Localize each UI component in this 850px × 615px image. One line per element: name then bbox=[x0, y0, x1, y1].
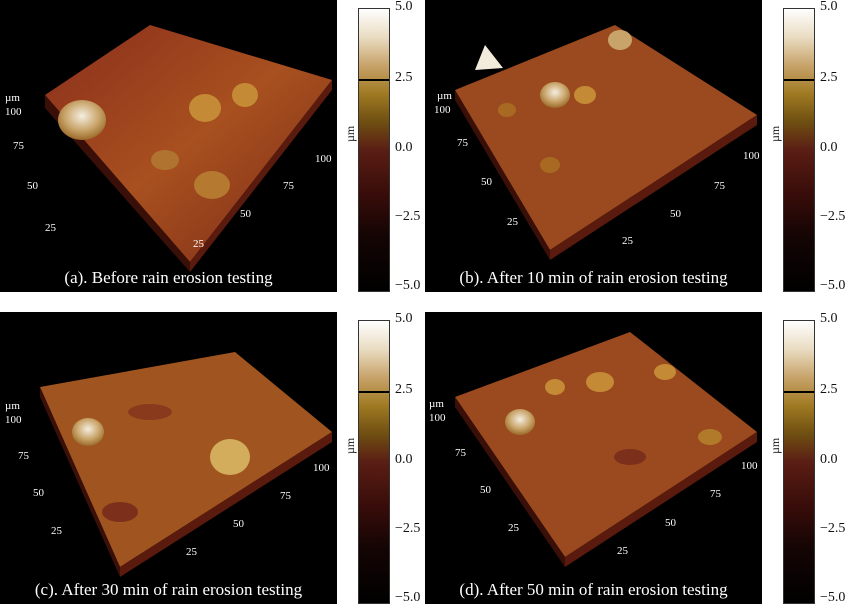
cbar-tick-5-c: 5.0 bbox=[395, 311, 413, 326]
surface-plot-c: µm 100 75 50 25 25 50 75 100 (c). After … bbox=[0, 312, 337, 604]
surface-d bbox=[455, 332, 757, 567]
x-tick-50-b: 50 bbox=[670, 208, 681, 220]
cbar-tick-5: 5.0 bbox=[395, 0, 413, 14]
surface-plot-a: µm 100 75 50 25 25 50 75 100 (a). Before… bbox=[0, 0, 337, 292]
x-tick-75: 75 bbox=[283, 180, 294, 192]
cbar-tick-0: 0.0 bbox=[395, 140, 413, 155]
surface-plot-b: µm 100 75 50 25 25 50 75 100 (b). After … bbox=[425, 0, 762, 292]
x-tick-100-d: 100 bbox=[741, 460, 758, 472]
x-tick-100: 100 bbox=[315, 153, 332, 165]
x-tick-25-d: 25 bbox=[617, 545, 628, 557]
axis-unit-y-c: µm bbox=[5, 400, 20, 412]
axis-unit-y-d: µm bbox=[429, 398, 444, 410]
axis-unit-y: µm bbox=[5, 92, 20, 104]
y-tick-50-c: 50 bbox=[33, 487, 44, 499]
panel-b: µm 100 75 50 25 25 50 75 100 (b). After … bbox=[425, 0, 850, 303]
y-tick-75-d: 75 bbox=[455, 447, 466, 459]
cbar-tick-neg-2-5-d: −2.5 bbox=[820, 521, 846, 536]
caption-d: (d). After 50 min of rain erosion testin… bbox=[459, 580, 728, 599]
x-tick-75-b: 75 bbox=[714, 180, 725, 192]
y-tick-100-d: 100 bbox=[429, 412, 446, 424]
y-tick-50-d: 50 bbox=[480, 484, 491, 496]
y-tick-100-b: 100 bbox=[434, 104, 451, 116]
x-tick-100-b: 100 bbox=[743, 150, 760, 162]
y-tick-25-d: 25 bbox=[508, 522, 519, 534]
colorbar-d bbox=[783, 320, 815, 604]
y-tick-75: 75 bbox=[13, 140, 24, 152]
y-tick-75-b: 75 bbox=[457, 137, 468, 149]
y-tick-25: 25 bbox=[45, 222, 56, 234]
colorbar-b bbox=[783, 8, 815, 292]
surface-b bbox=[455, 25, 757, 260]
y-tick-50: 50 bbox=[27, 180, 38, 192]
panel-a: µm 100 75 50 25 25 50 75 100 (a). Before… bbox=[0, 0, 425, 303]
cbar-tick-neg-2-5-c: −2.5 bbox=[395, 521, 421, 536]
cbar-tick-neg-2-5-b: −2.5 bbox=[820, 209, 846, 224]
cbar-tick-2-5-b: 2.5 bbox=[820, 70, 838, 85]
y-tick-100: 100 bbox=[5, 106, 22, 118]
panel-d: µm 100 75 50 25 25 50 75 100 (d). After … bbox=[425, 311, 850, 615]
x-tick-25-c: 25 bbox=[186, 546, 197, 558]
colorbar-unit-b: µm bbox=[768, 125, 782, 142]
panel-c: µm 100 75 50 25 25 50 75 100 (c). After … bbox=[0, 311, 425, 615]
caption-b: (b). After 10 min of rain erosion testin… bbox=[459, 268, 728, 287]
cbar-tick-neg-5-c: −5.0 bbox=[395, 590, 421, 605]
cbar-tick-neg-5-d: −5.0 bbox=[820, 590, 846, 605]
y-tick-100-c: 100 bbox=[5, 414, 22, 426]
cbar-tick-2-5: 2.5 bbox=[395, 70, 413, 85]
cbar-tick-2-5-c: 2.5 bbox=[395, 382, 413, 397]
colorbar-unit-d: µm bbox=[768, 437, 782, 454]
cbar-tick-0-b: 0.0 bbox=[820, 140, 838, 155]
surface-c bbox=[40, 352, 332, 577]
y-tick-25-c: 25 bbox=[51, 525, 62, 537]
cbar-tick-5-b: 5.0 bbox=[820, 0, 838, 14]
cbar-tick-neg-5-b: −5.0 bbox=[820, 278, 846, 293]
caption-a: (a). Before rain erosion testing bbox=[64, 268, 273, 287]
colorbar-a bbox=[358, 8, 390, 292]
x-tick-50: 50 bbox=[240, 208, 251, 220]
x-tick-25: 25 bbox=[193, 238, 204, 250]
caption-c: (c). After 30 min of rain erosion testin… bbox=[34, 580, 303, 599]
x-tick-75-d: 75 bbox=[710, 488, 721, 500]
axis-unit-y-b: µm bbox=[437, 90, 452, 102]
cbar-tick-neg-5: −5.0 bbox=[395, 278, 421, 293]
surface-plot-d: µm 100 75 50 25 25 50 75 100 (d). After … bbox=[425, 312, 762, 604]
colorbar-unit-a: µm bbox=[343, 125, 357, 142]
surface-a bbox=[45, 25, 332, 272]
colorbar-c bbox=[358, 320, 390, 604]
y-tick-25-b: 25 bbox=[507, 216, 518, 228]
colorbar-unit-c: µm bbox=[343, 437, 357, 454]
x-tick-25-b: 25 bbox=[622, 235, 633, 247]
x-tick-50-d: 50 bbox=[665, 517, 676, 529]
x-tick-50-c: 50 bbox=[233, 518, 244, 530]
cbar-tick-2-5-d: 2.5 bbox=[820, 382, 838, 397]
y-tick-50-b: 50 bbox=[481, 176, 492, 188]
x-tick-100-c: 100 bbox=[313, 462, 330, 474]
x-tick-75-c: 75 bbox=[280, 490, 291, 502]
y-tick-75-c: 75 bbox=[18, 450, 29, 462]
cbar-tick-0-d: 0.0 bbox=[820, 452, 838, 467]
cbar-tick-5-d: 5.0 bbox=[820, 311, 838, 326]
cbar-tick-0-c: 0.0 bbox=[395, 452, 413, 467]
cbar-tick-neg-2-5: −2.5 bbox=[395, 209, 421, 224]
